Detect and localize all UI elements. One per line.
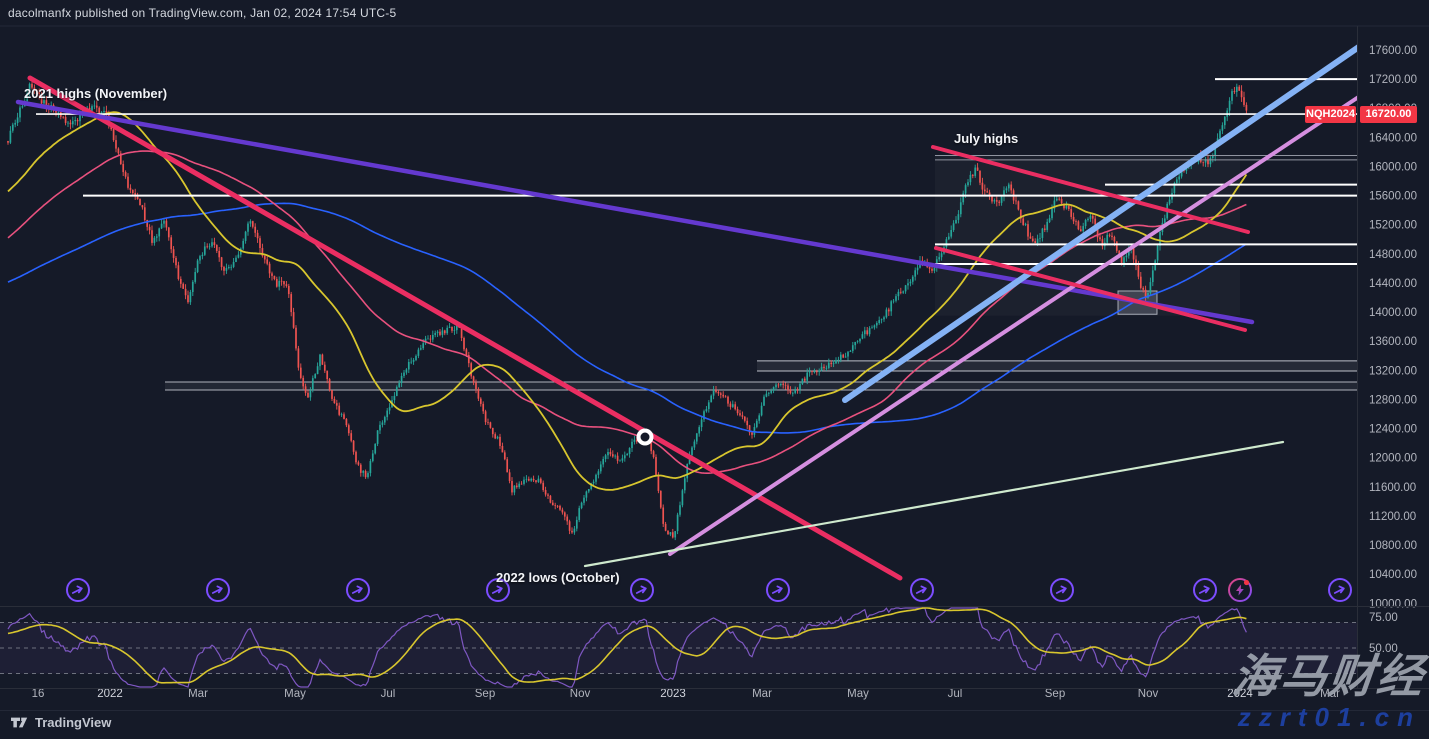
horizontal-band[interactable]: [757, 360, 1360, 372]
price-tick-label: 11600.00: [1369, 482, 1416, 494]
time-scale[interactable]: 16 2022 Mar May Jul Sep Nov 2023 Mar May Jul Sep Nov…: [32, 688, 1340, 700]
time-tick-label: 16: [32, 688, 45, 700]
time-tick-label: 2024: [1227, 688, 1253, 700]
trendline[interactable]: [583, 440, 1285, 568]
price-tick-label: 14400.00: [1369, 278, 1417, 290]
price-tick-label: 12400.00: [1369, 424, 1417, 436]
rsi-tick-label: 75.00: [1369, 612, 1398, 624]
annotation-2022-lows: 2022 lows (October): [496, 570, 620, 585]
sma-fast-line[interactable]: [7, 111, 1248, 491]
trendline[interactable]: [934, 246, 1247, 332]
price-tick-label: 13200.00: [1369, 365, 1417, 377]
tradingview-logo-icon: [11, 717, 28, 728]
price-tick-label: 14000.00: [1369, 307, 1417, 319]
price-tick-label: 12800.00: [1369, 394, 1417, 406]
rsi-tick-label: 50.00: [1369, 643, 1398, 655]
time-tick-label: Nov: [1138, 688, 1159, 700]
rsi-ma-line[interactable]: [7, 607, 1247, 684]
drawing-markers-row: [66, 578, 1352, 602]
drawing-anchor-icon[interactable]: [766, 578, 790, 602]
time-tick-label: May: [847, 688, 869, 700]
time-tick-label: Mar: [1320, 688, 1340, 700]
annotation-2021-highs: 2021 highs (November): [24, 86, 168, 101]
trendline[interactable]: [668, 94, 1363, 556]
rsi-line[interactable]: [7, 607, 1247, 688]
time-tick-label: 2023: [660, 688, 686, 700]
trendline[interactable]: [27, 75, 903, 581]
symbol-flag: NQH2024: [1305, 105, 1356, 123]
drawing-anchor-icon[interactable]: [66, 578, 90, 602]
annotation-july-highs: July highs: [954, 131, 1019, 146]
price-tick-label: 15600.00: [1369, 191, 1417, 203]
watermark-cjk: 海马财经: [1229, 650, 1428, 702]
circle-marker[interactable]: [636, 428, 654, 446]
rsi-panel[interactable]: [0, 607, 1357, 688]
horizontal-band[interactable]: [165, 381, 1360, 391]
price-tick-label: 14800.00: [1369, 249, 1417, 261]
drawing-anchor-icon[interactable]: [1050, 578, 1074, 602]
drawing-anchor-icon[interactable]: [910, 578, 934, 602]
time-tick-label: Mar: [188, 688, 208, 700]
price-tick-label: 10800.00: [1369, 540, 1417, 552]
candles-layer: [7, 82, 1248, 541]
drawing-anchor-icon[interactable]: [206, 578, 230, 602]
time-tick-label: 2022: [97, 688, 123, 700]
trendline[interactable]: [931, 145, 1250, 234]
trendline[interactable]: [842, 42, 1366, 403]
time-tick-label: Nov: [570, 688, 591, 700]
price-scale[interactable]: 17600.0017200.0016800.0016400.0016000.00…: [1369, 45, 1417, 655]
price-tick-label: 13600.00: [1369, 336, 1417, 348]
price-tick-label: 17200.00: [1369, 74, 1417, 86]
price-tick-label: 10400.00: [1369, 569, 1417, 581]
time-tick-label: Mar: [752, 688, 772, 700]
price-tick-label: 17600.00: [1369, 45, 1417, 57]
flash-notification-icon[interactable]: [1228, 578, 1252, 602]
time-tick-label: Sep: [1045, 688, 1065, 700]
time-tick-label: Jul: [381, 688, 396, 700]
drawing-anchor-icon[interactable]: [1193, 578, 1217, 602]
drawing-anchor-icon[interactable]: [346, 578, 370, 602]
tradingview-logo[interactable]: TradingView: [10, 715, 111, 730]
main-chart-layer[interactable]: [7, 42, 1366, 581]
tradingview-logo-text: TradingView: [35, 715, 112, 730]
trendline[interactable]: [15, 99, 1255, 325]
price-tick-label: 16000.00: [1369, 161, 1417, 173]
price-tick-label: 11200.00: [1369, 511, 1416, 523]
watermark-url: zzrt01.cn: [1237, 702, 1421, 732]
drawing-anchor-icon[interactable]: [486, 578, 510, 602]
price-tick-label: 12000.00: [1369, 453, 1417, 465]
price-tick-label: 10000.00: [1369, 598, 1417, 610]
time-tick-label: May: [284, 688, 306, 700]
time-tick-label: Jul: [948, 688, 963, 700]
drawing-anchor-icon[interactable]: [630, 578, 654, 602]
last-price-label: 16720.00: [1360, 105, 1417, 123]
publish-info: dacolmanfx published on TradingView.com,…: [8, 6, 397, 20]
notification-dot: [1243, 579, 1250, 586]
time-tick-label: Sep: [475, 688, 495, 700]
price-tick-label: 15200.00: [1369, 220, 1417, 232]
drawing-anchor-icon[interactable]: [1328, 578, 1352, 602]
price-tick-label: 16400.00: [1369, 132, 1417, 144]
sma-slow-line[interactable]: [7, 202, 1247, 434]
